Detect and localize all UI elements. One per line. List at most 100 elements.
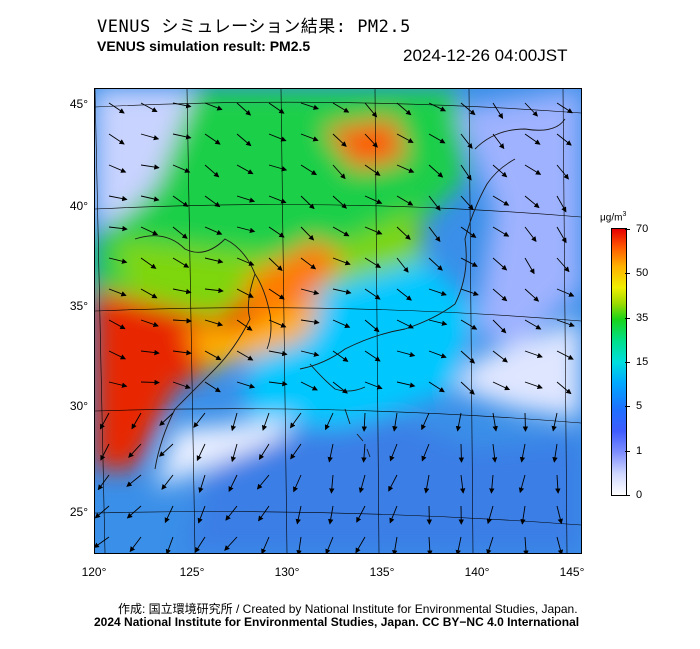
wind-arrow: [236, 164, 254, 175]
wind-arrow: [196, 443, 206, 462]
wind-arrow: [460, 319, 478, 330]
wind-arrow: [332, 319, 351, 328]
wind-arrow: [332, 257, 351, 266]
wind-arrow: [524, 102, 539, 117]
wind-arrow: [95, 505, 110, 519]
wind-arrow: [332, 164, 346, 180]
wind-arrow: [204, 195, 221, 208]
wind-arrow: [108, 319, 126, 330]
wind-arrow: [172, 350, 192, 356]
wind-arrow: [428, 381, 445, 393]
wind-arrow: [261, 412, 270, 431]
wind-arrow: [236, 381, 256, 389]
wind-arrow: [172, 164, 191, 173]
lon-label-145: 145°: [559, 565, 585, 579]
lat-label-40: 40°: [69, 199, 88, 213]
concentration-field: [95, 89, 581, 553]
wind-arrow: [556, 505, 563, 525]
wind-arrow: [458, 443, 465, 463]
wind-arrow: [492, 381, 511, 391]
wind-arrow: [556, 381, 572, 395]
wind-arrow: [108, 257, 128, 264]
wind-arrow: [556, 195, 567, 213]
wind-arrow: [556, 319, 575, 328]
wind-arrow: [392, 412, 398, 432]
wind-arrow: [460, 195, 474, 211]
wind-arrow: [423, 474, 430, 494]
wind-arrow: [460, 288, 479, 296]
wind-arrow: [396, 164, 415, 173]
wind-arrow: [332, 195, 347, 209]
wind-arrow: [95, 536, 110, 548]
wind-arrow: [236, 319, 253, 331]
wind-arrow: [296, 536, 302, 553]
wind-arrow: [364, 381, 383, 390]
lat-label-35: 35°: [69, 299, 88, 313]
wind-arrow: [236, 102, 252, 116]
wind-arrow: [100, 443, 110, 461]
wind-arrow: [198, 474, 206, 494]
wind-arrow: [140, 319, 159, 327]
wind-arrow: [396, 257, 409, 273]
wind-arrow: [396, 102, 412, 116]
wind-arrow: [268, 381, 288, 387]
wind-arrow: [300, 133, 319, 142]
wind-arrow: [258, 443, 270, 460]
wind-arrow: [396, 133, 414, 143]
wind-arrow: [128, 443, 142, 458]
wind-arrow: [295, 505, 302, 525]
wind-arrow: [204, 226, 223, 235]
wind-arrow: [108, 133, 125, 145]
wind-arrow: [204, 319, 224, 327]
colorbar-label-5: 5: [636, 400, 643, 412]
wind-arrow: [193, 412, 206, 428]
wind-arrow: [520, 505, 526, 525]
wind-arrow: [300, 102, 319, 110]
wind-arrow: [325, 536, 334, 553]
wind-arrow: [108, 288, 127, 297]
wind-arrow: [108, 381, 128, 388]
wind-arrow: [556, 133, 572, 146]
wind-arrow: [204, 133, 221, 145]
wind-arrow: [358, 474, 366, 494]
wind-arrow: [491, 443, 498, 463]
wind-arrow: [108, 195, 128, 202]
wind-arrow: [492, 164, 508, 178]
wind-arrow: [555, 474, 561, 494]
wind-arrow: [236, 133, 252, 147]
wind-arrow: [556, 102, 573, 114]
wind-arrow: [492, 133, 505, 150]
title-japanese: VENUS シミュレーション結果: PM2.5: [97, 17, 411, 37]
wind-arrow: [230, 412, 238, 432]
wind-arrow: [364, 164, 381, 176]
wind-arrow: [556, 226, 567, 244]
wind-arrow: [228, 474, 238, 493]
wind-arrow: [236, 288, 254, 298]
wind-arrow: [172, 381, 191, 390]
wind-arrow: [524, 288, 540, 302]
wind-arrow: [236, 226, 256, 233]
wind-arrow: [523, 536, 529, 553]
wind-arrow: [556, 257, 570, 273]
wind-arrow: [460, 102, 476, 116]
wind-arrow: [364, 257, 382, 268]
wind-arrow: [428, 319, 448, 326]
lon-label-140: 140°: [464, 565, 490, 579]
wind-arrow: [328, 505, 334, 525]
lon-label-125: 125°: [179, 565, 205, 579]
wind-arrow: [428, 164, 444, 178]
wind-arrow: [300, 257, 317, 270]
wind-arrow: [172, 226, 188, 239]
lat-label-30: 30°: [69, 399, 88, 413]
wind-arrow: [389, 443, 398, 462]
wind-arrow: [140, 288, 158, 299]
wind-arrow: [492, 102, 504, 119]
wind-arrow: [524, 381, 543, 389]
wind-arrow: [108, 350, 127, 360]
wind-arrow: [460, 381, 475, 395]
wind-arrow: [361, 412, 368, 432]
wind-arrow: [327, 443, 334, 463]
wind-arrow: [204, 164, 220, 178]
wind-arrow: [268, 257, 283, 272]
wind-arrow: [427, 536, 433, 553]
